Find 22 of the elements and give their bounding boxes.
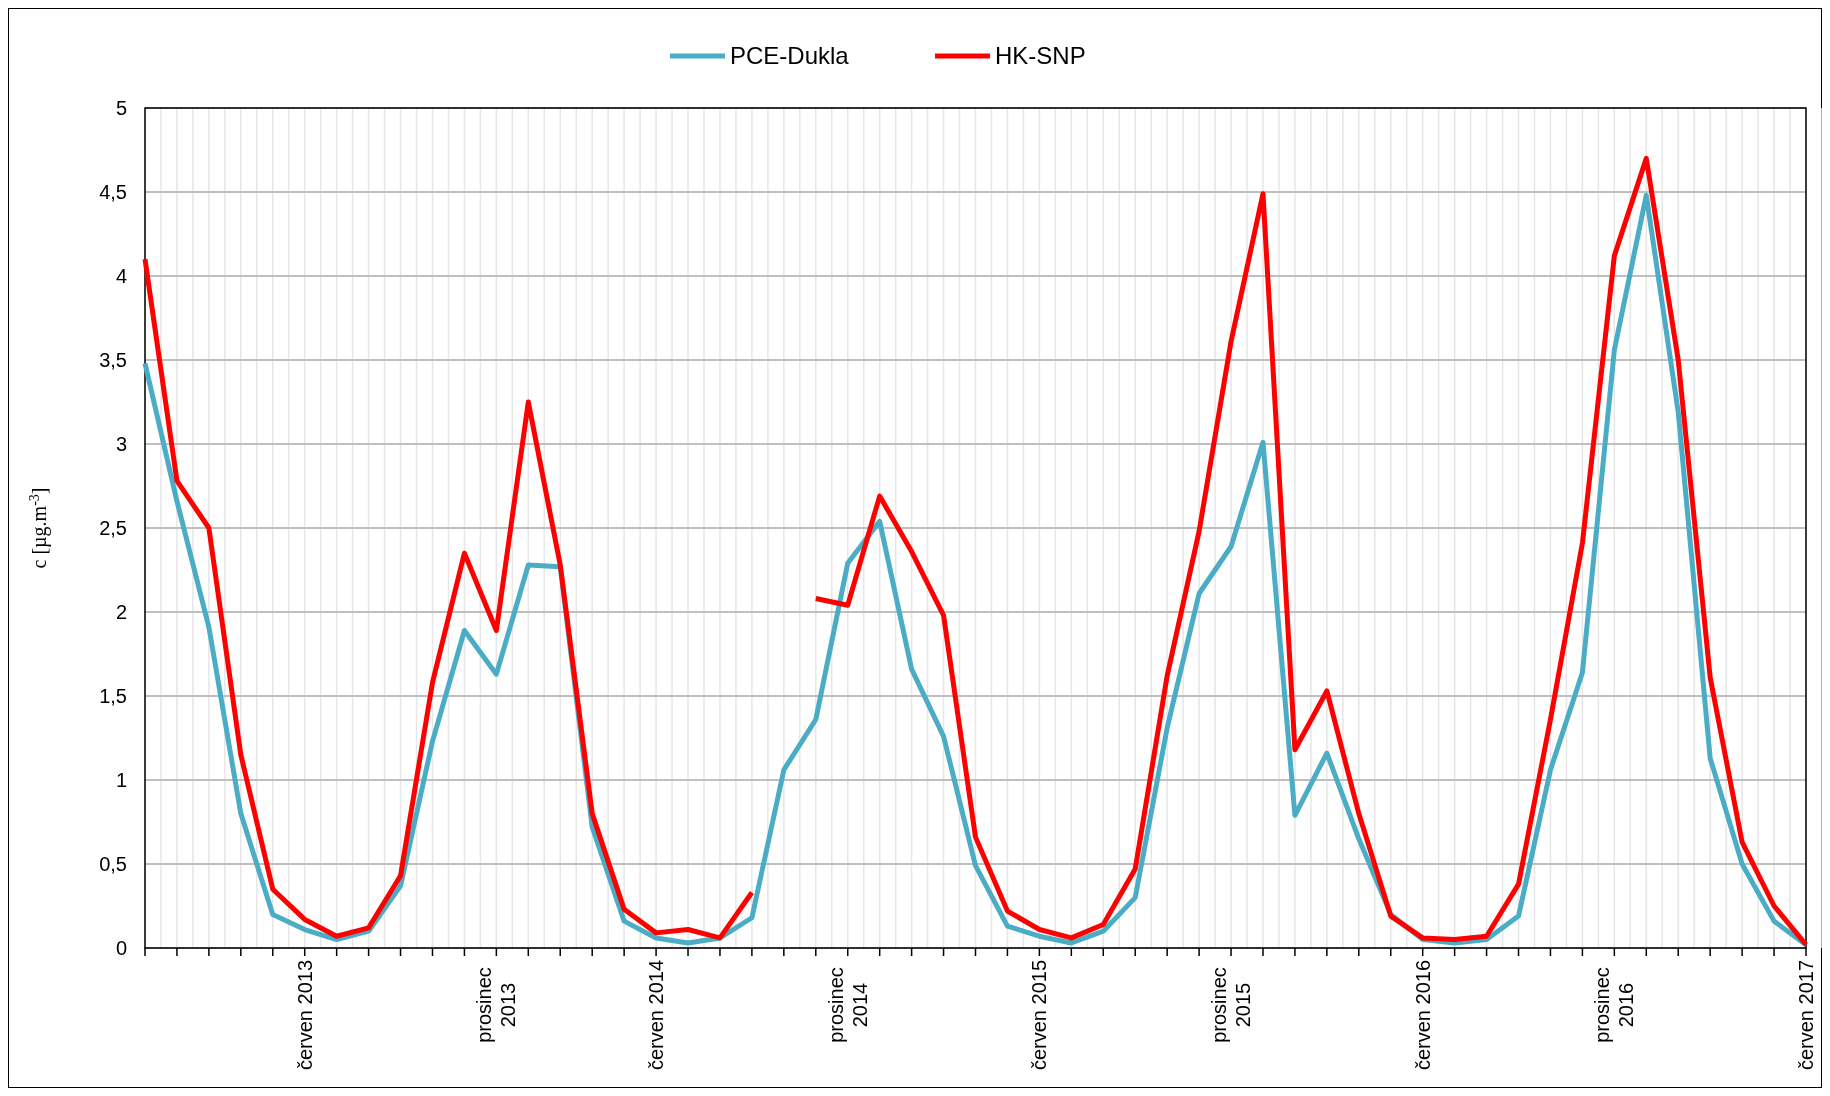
y-tick-label: 3 xyxy=(115,433,127,455)
x-tick-label: prosinec 2015 xyxy=(1208,967,1255,1043)
x-tick-label: prosinec 2014 xyxy=(824,967,871,1043)
y-tick-label: 2 xyxy=(115,601,127,623)
x-tick-label: prosinec 2013 xyxy=(473,967,520,1043)
legend-label: HK-SNP xyxy=(995,42,1086,70)
x-tick-label: červen 2013 xyxy=(293,960,316,1071)
y-tick-label: 2,5 xyxy=(99,517,127,539)
y-tick-label: 4 xyxy=(115,265,127,287)
y-tick-label: 0,5 xyxy=(99,853,127,875)
y-tick-label: 1 xyxy=(115,769,127,791)
x-tick-label: červen 2016 xyxy=(1411,960,1434,1071)
y-tick-label: 4,5 xyxy=(99,181,127,203)
legend-label: PCE-Dukla xyxy=(730,42,850,70)
y-tick-label: 0 xyxy=(115,937,127,959)
x-tick-label: červen 2017 xyxy=(1795,960,1817,1071)
y-tick-label: 5 xyxy=(115,97,127,119)
x-tick-label: červen 2014 xyxy=(645,960,668,1071)
x-tick-label: červen 2015 xyxy=(1028,960,1051,1071)
y-tick-label: 1,5 xyxy=(99,685,127,707)
y-tick-label: 3,5 xyxy=(99,349,127,371)
x-tick-label: prosinec 2016 xyxy=(1591,967,1638,1043)
